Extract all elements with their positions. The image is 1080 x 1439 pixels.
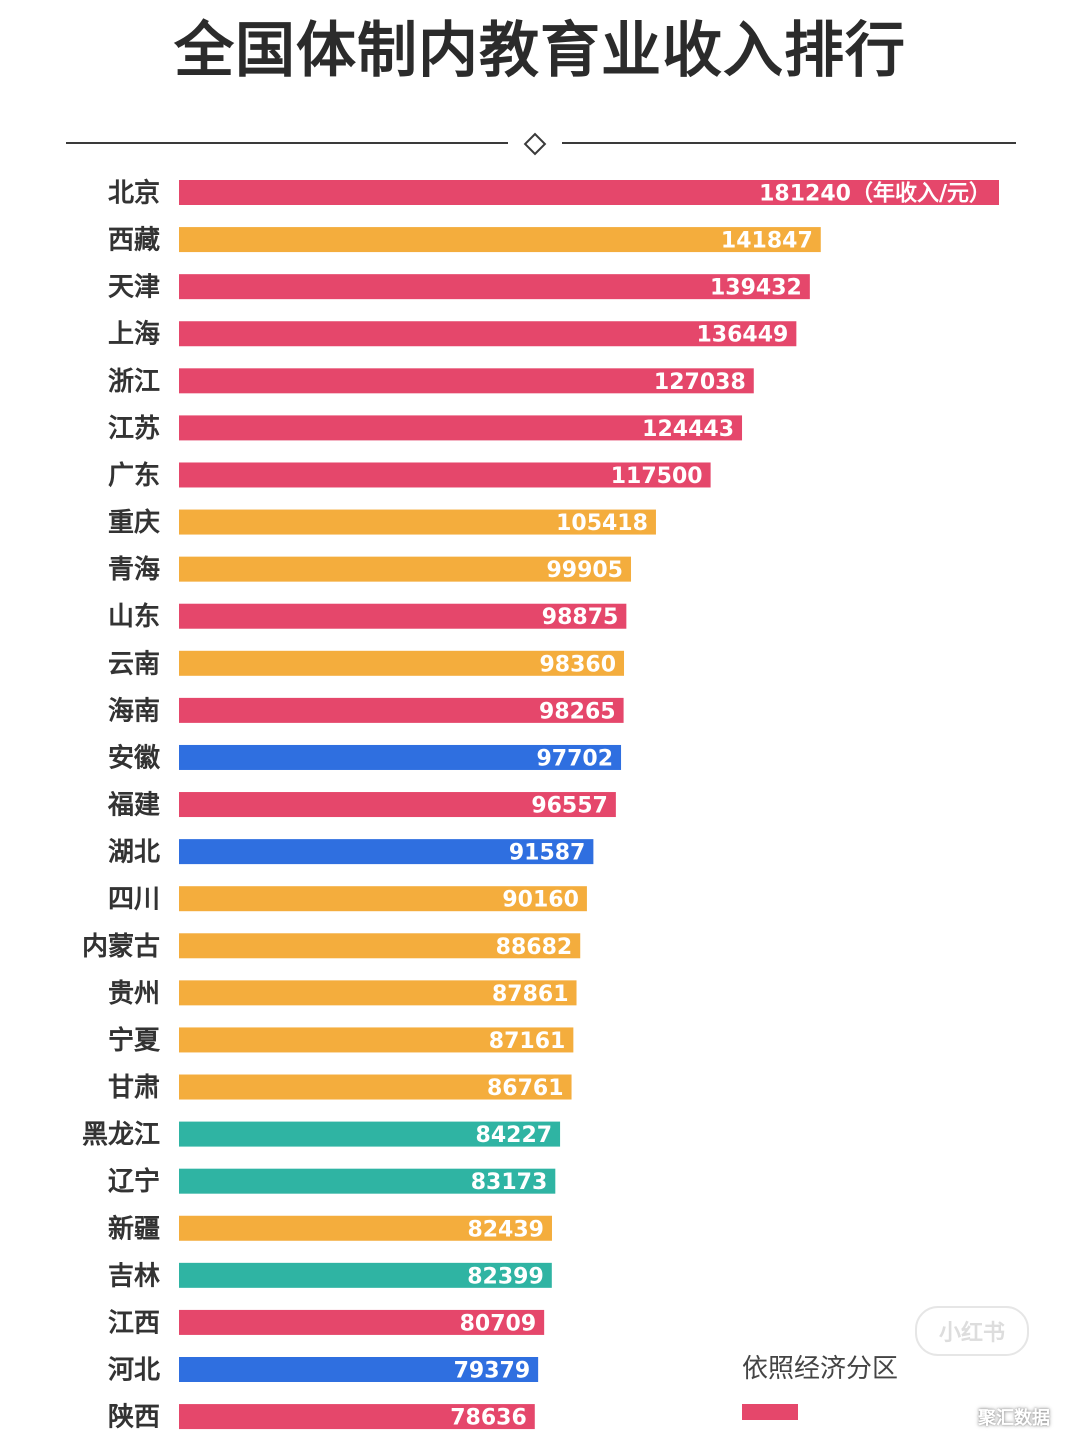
- value-label-2: 139432: [710, 276, 802, 301]
- chart-title: 全国体制内教育业收入排行: [174, 16, 906, 86]
- bar-17: [179, 980, 577, 1006]
- value-label-6: 117500: [611, 464, 703, 489]
- bar-16: [179, 933, 581, 959]
- bar-14: [179, 839, 594, 865]
- bar-26: [179, 1404, 535, 1430]
- value-label-23: 82399: [467, 1264, 544, 1289]
- legend-title: 依照经济分区: [742, 1354, 899, 1384]
- value-label-21: 83173: [471, 1170, 548, 1195]
- watermark-source: 聚汇数据: [978, 1408, 1050, 1429]
- category-label-24: 江西: [108, 1308, 160, 1338]
- category-label-8: 青海: [108, 555, 160, 585]
- value-label-3: 136449: [696, 323, 788, 348]
- value-label-13: 96557: [531, 794, 608, 819]
- bar-24: [179, 1309, 545, 1335]
- category-label-2: 天津: [108, 273, 160, 303]
- value-label-7: 105418: [556, 511, 648, 536]
- value-label-20: 84227: [476, 1123, 553, 1148]
- bar-19: [179, 1074, 572, 1100]
- value-label-0: 181240（年收入/元）: [759, 181, 991, 207]
- category-label-4: 浙江: [108, 367, 160, 397]
- category-label-7: 重庆: [108, 507, 160, 538]
- bar-10: [179, 650, 625, 676]
- value-label-10: 98360: [539, 652, 616, 677]
- category-label-10: 云南: [108, 649, 160, 679]
- value-label-19: 86761: [487, 1076, 564, 1101]
- watermark-badge: 小红书: [915, 1306, 1029, 1356]
- bar-13: [179, 792, 616, 818]
- value-label-25: 79379: [454, 1359, 531, 1384]
- category-label-12: 安徽: [108, 743, 161, 773]
- bar-1: [179, 227, 821, 253]
- bar-4: [179, 368, 754, 394]
- category-label-19: 甘肃: [108, 1073, 160, 1103]
- bar-5: [179, 415, 743, 441]
- bar-6: [179, 462, 711, 488]
- category-label-25: 河北: [108, 1356, 160, 1386]
- category-label-18: 宁夏: [108, 1025, 161, 1056]
- value-label-12: 97702: [536, 746, 613, 771]
- bar-23: [179, 1262, 552, 1288]
- bar-15: [179, 886, 587, 912]
- category-label-26: 陕西: [108, 1403, 160, 1433]
- category-label-13: 福建: [107, 791, 160, 821]
- category-label-22: 新疆: [108, 1213, 160, 1244]
- bar-8: [179, 556, 632, 582]
- category-label-15: 四川: [108, 885, 160, 915]
- category-label-1: 西藏: [108, 226, 160, 256]
- value-label-18: 87161: [489, 1029, 566, 1054]
- category-label-3: 上海: [108, 320, 160, 350]
- bar-7: [179, 509, 656, 535]
- value-label-9: 98875: [542, 605, 619, 630]
- value-label-1: 141847: [721, 229, 813, 254]
- category-label-14: 湖北: [108, 838, 160, 868]
- value-label-17: 87861: [492, 982, 569, 1007]
- bar-25: [179, 1357, 539, 1382]
- value-label-5: 124443: [642, 417, 734, 442]
- bar-21: [179, 1168, 556, 1194]
- category-label-6: 广东: [108, 460, 160, 491]
- value-label-8: 99905: [546, 558, 623, 583]
- value-label-16: 88682: [496, 935, 573, 960]
- bar-9: [179, 603, 627, 629]
- value-label-15: 90160: [502, 888, 579, 913]
- bar-22: [179, 1215, 552, 1241]
- title-divider-right: [562, 142, 1016, 144]
- value-label-14: 91587: [509, 841, 586, 866]
- value-label-24: 80709: [460, 1311, 537, 1336]
- legend-swatch: [742, 1404, 798, 1420]
- value-label-4: 127038: [654, 370, 746, 395]
- value-label-22: 82439: [467, 1217, 544, 1242]
- category-label-11: 海南: [108, 696, 160, 726]
- category-label-0: 北京: [108, 178, 160, 209]
- category-label-17: 贵州: [108, 979, 160, 1009]
- bar-0: [179, 180, 999, 205]
- bar-3: [179, 321, 797, 347]
- value-label-11: 98265: [539, 699, 616, 724]
- category-label-21: 辽宁: [108, 1166, 160, 1197]
- category-label-9: 山东: [108, 601, 160, 632]
- bar-12: [179, 744, 622, 770]
- category-label-5: 江苏: [108, 414, 160, 444]
- title-divider-left: [66, 142, 508, 144]
- category-label-23: 吉林: [108, 1261, 160, 1291]
- bar-2: [179, 274, 810, 300]
- category-label-16: 内蒙古: [82, 932, 160, 962]
- bar-11: [179, 697, 624, 723]
- bar-20: [179, 1121, 561, 1147]
- value-label-26: 78636: [450, 1406, 527, 1431]
- category-label-20: 黑龙江: [82, 1120, 160, 1150]
- bar-18: [179, 1027, 574, 1053]
